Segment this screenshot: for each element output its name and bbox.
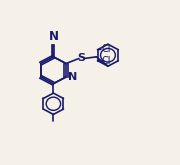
Text: S: S [77,53,85,64]
Text: Cl: Cl [102,44,111,54]
Text: N: N [68,72,78,82]
Text: N: N [48,30,58,43]
Text: Cl: Cl [102,56,111,66]
